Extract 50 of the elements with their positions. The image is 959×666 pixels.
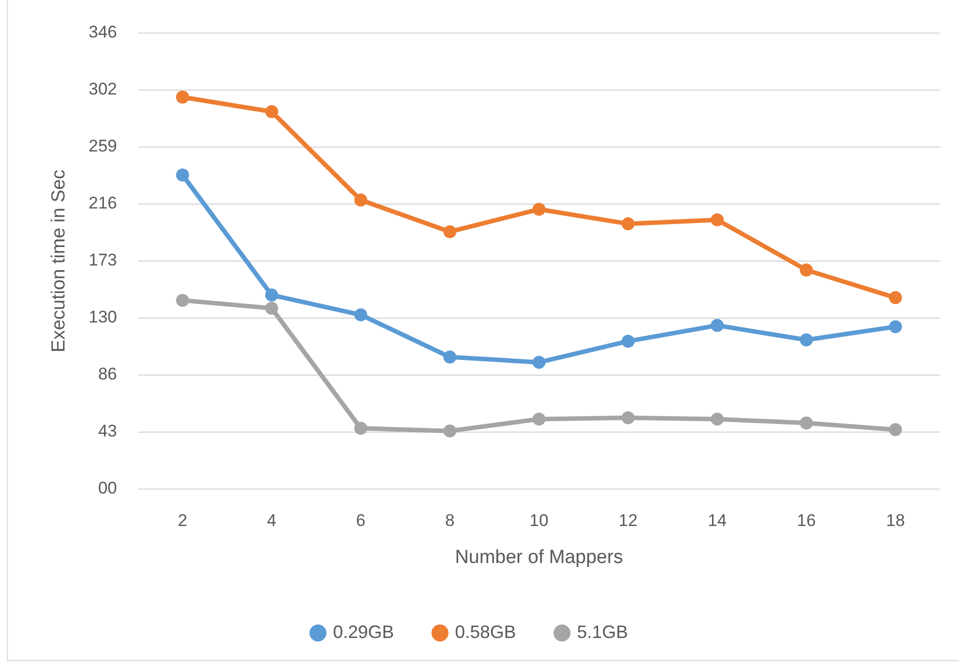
- point: [800, 263, 813, 276]
- point: [710, 318, 724, 332]
- point: [354, 422, 368, 435]
- y-tick-label: 00: [98, 478, 117, 498]
- point: [622, 217, 635, 230]
- point: [532, 356, 546, 369]
- point: [622, 411, 635, 424]
- y-tick-label: 173: [88, 250, 117, 270]
- point: [800, 333, 813, 346]
- x-tick-label: 10: [530, 510, 548, 530]
- point: [443, 225, 456, 238]
- point: [176, 294, 190, 307]
- y-tick-label: 346: [88, 22, 117, 42]
- y-tick-label: 259: [88, 136, 117, 156]
- x-tick-label: 14: [708, 510, 727, 530]
- x-tick-label: 8: [445, 510, 455, 530]
- x-tick-label: 6: [356, 510, 366, 530]
- point: [443, 424, 456, 438]
- x-tick-label: 4: [266, 510, 276, 530]
- point: [622, 334, 635, 348]
- point: [800, 416, 813, 430]
- x-tick-label: 16: [796, 510, 816, 530]
- y-tick-label: 43: [98, 422, 117, 441]
- point: [532, 412, 546, 426]
- point: [443, 350, 456, 364]
- point: [888, 291, 902, 304]
- point: [354, 308, 368, 322]
- x-tick-label: 2: [178, 510, 188, 530]
- y-tick-label: 216: [88, 194, 117, 213]
- x-axis-title: Number of Mappers: [455, 546, 623, 568]
- y-axis-title: Execution time in Sec: [48, 170, 70, 352]
- point: [354, 194, 368, 207]
- legend-label: 5.1GB: [577, 622, 628, 642]
- y-tick-label: 86: [98, 364, 117, 384]
- point: [265, 105, 278, 118]
- legend-label: 0.58GB: [454, 622, 516, 642]
- point: [532, 202, 546, 216]
- point: [265, 288, 278, 302]
- point: [888, 423, 902, 436]
- point: [710, 412, 724, 426]
- x-tick-label: 18: [886, 510, 905, 530]
- x-tick-label: 12: [618, 510, 638, 530]
- legend-label: 0.29GB: [332, 622, 394, 642]
- y-tick-label: 130: [88, 308, 117, 327]
- y-tick-label: 302: [88, 80, 117, 99]
- point: [176, 90, 190, 104]
- point: [710, 213, 724, 226]
- point: [176, 168, 190, 182]
- point: [888, 320, 902, 334]
- point: [265, 302, 278, 315]
